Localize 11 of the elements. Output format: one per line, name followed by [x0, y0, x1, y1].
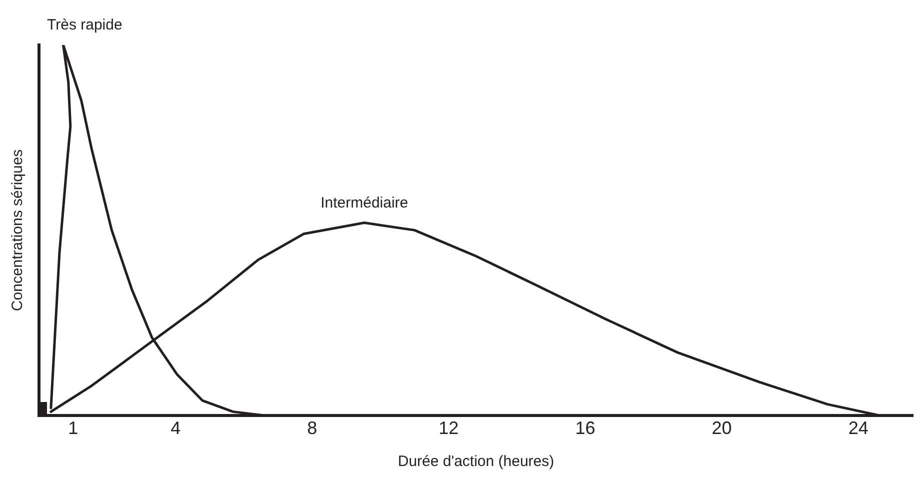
- x-tick-label: 4: [170, 418, 181, 438]
- x-axis-title: Durée d'action (heures): [398, 453, 554, 470]
- x-tick-label: 20: [712, 418, 732, 438]
- x-tick-label: 1: [68, 418, 78, 438]
- series-label: Très rapide: [47, 16, 122, 34]
- x-tick-label: 24: [848, 418, 868, 438]
- x-tick-label: 12: [438, 418, 459, 438]
- x-tick-label: 8: [307, 418, 318, 438]
- y-axis-title: Concentrations sériques: [9, 149, 26, 312]
- series-label: Intermédiaire: [320, 194, 408, 212]
- x-tick-label: 16: [575, 418, 596, 438]
